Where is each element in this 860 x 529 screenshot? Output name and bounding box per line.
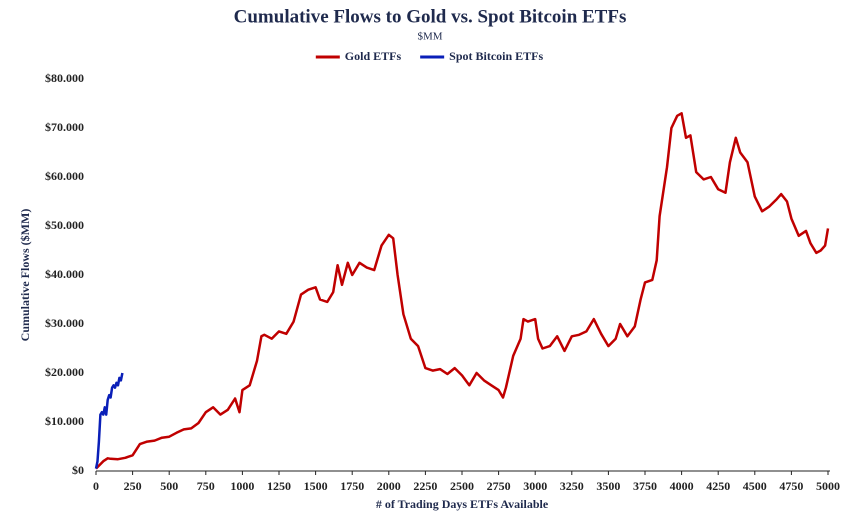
x-tick-label: 5000 [816, 479, 840, 493]
x-tick-label: 1500 [304, 479, 328, 493]
y-tick-label: $70.000 [45, 120, 84, 134]
x-tick-label: 2250 [413, 479, 437, 493]
x-tick-label: 250 [124, 479, 142, 493]
x-tick-label: 1000 [230, 479, 254, 493]
chart-title: Cumulative Flows to Gold vs. Spot Bitcoi… [234, 6, 627, 27]
x-tick-label: 750 [197, 479, 215, 493]
y-tick-label: $0 [72, 463, 84, 477]
y-tick-label: $50.000 [45, 218, 84, 232]
x-tick-label: 3000 [523, 479, 547, 493]
x-tick-label: 0 [93, 479, 99, 493]
legend-label: Spot Bitcoin ETFs [449, 49, 543, 63]
y-tick-label: $80.000 [45, 71, 84, 85]
y-tick-label: $60.000 [45, 169, 84, 183]
chart-subtitle: $MM [417, 31, 442, 43]
x-tick-label: 2000 [377, 479, 401, 493]
x-tick-label: 4250 [706, 479, 730, 493]
x-tick-label: 1250 [267, 479, 291, 493]
x-tick-label: 2750 [487, 479, 511, 493]
x-axis-title: # of Trading Days ETFs Available [376, 497, 549, 511]
x-tick-label: 3500 [596, 479, 620, 493]
x-tick-label: 3250 [560, 479, 584, 493]
x-tick-label: 3750 [633, 479, 657, 493]
y-tick-label: $20.000 [45, 365, 84, 379]
x-tick-label: 4000 [670, 479, 694, 493]
x-tick-label: 4500 [743, 479, 767, 493]
x-tick-label: 500 [160, 479, 178, 493]
y-tick-label: $40.000 [45, 267, 84, 281]
x-tick-label: 1750 [340, 479, 364, 493]
series-line [95, 112, 830, 470]
legend-label: Gold ETFs [345, 49, 402, 63]
x-tick-label: 4750 [779, 479, 803, 493]
y-tick-label: $30.000 [45, 316, 84, 330]
y-tick-label: $10.000 [45, 414, 84, 428]
series-line [94, 372, 124, 469]
y-axis-title: Cumulative Flows ($MM) [18, 209, 32, 342]
x-tick-label: 2500 [450, 479, 474, 493]
